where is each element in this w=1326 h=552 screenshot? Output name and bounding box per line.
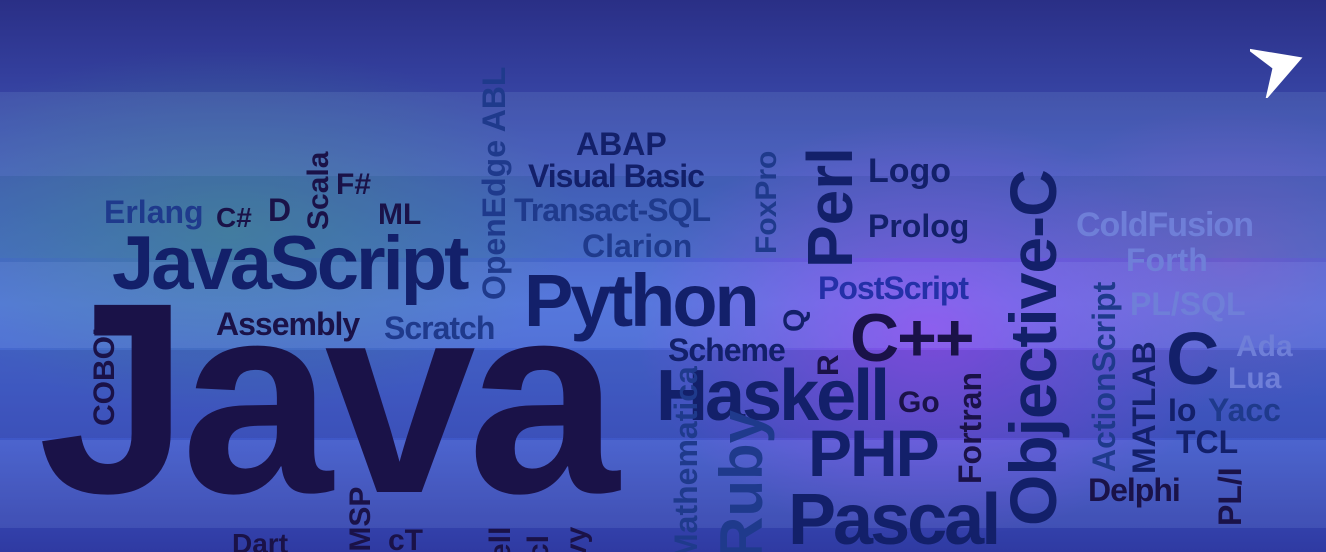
word-fortran: Fortran: [952, 372, 988, 484]
word-perl: Perl: [794, 147, 866, 268]
word-clarion: Clarion: [582, 228, 693, 264]
word-dart: Dart: [232, 528, 289, 552]
word-java: Java: [38, 246, 619, 550]
word-foxpro: FoxPro: [750, 150, 783, 254]
word-prolog: Prolog: [868, 208, 970, 244]
word-lua: Lua: [1228, 362, 1282, 395]
word-tcl: TCL: [1176, 424, 1239, 460]
word-forth: Forth: [1126, 242, 1208, 278]
play-arrow-icon[interactable]: [1245, 34, 1308, 101]
word-transact-sql: Transact-SQL: [514, 192, 711, 228]
word-coldfusion: ColdFusion: [1076, 206, 1254, 244]
word-ada: Ada: [1236, 330, 1293, 363]
word-openedge-abl: OpenEdge ABL: [476, 66, 512, 300]
word-postscript: PostScript: [818, 270, 969, 306]
word-cobol: COBOL: [88, 317, 121, 426]
word-go: Go: [898, 386, 940, 419]
word-objective-c: Objective-C: [996, 170, 1070, 526]
word-assembly: Assembly: [216, 306, 360, 342]
word-shell: ell: [484, 526, 517, 552]
word-io: Io: [1168, 392, 1197, 428]
word-python: Python: [524, 259, 760, 342]
word-erlang: Erlang: [104, 194, 204, 230]
word-tcl2: cl: [522, 534, 555, 552]
word-matlab: MATLAB: [1126, 341, 1162, 474]
word-pl-i: PL/I: [1212, 467, 1248, 526]
word-actionscript: ActionScript: [1086, 281, 1122, 472]
word-plsql: PL/SQL: [1130, 286, 1246, 322]
word-pascal: Pascal: [788, 480, 1001, 552]
word-msp: /MSP: [344, 486, 377, 552]
word-scratch: Scratch: [384, 310, 495, 346]
word-c: C: [1166, 317, 1220, 400]
word-fsharp: F#: [336, 168, 372, 201]
word-delphi: Delphi: [1088, 472, 1181, 508]
word-ruby: Ruby: [708, 410, 775, 552]
word-scala: Scala: [302, 151, 335, 230]
word-visual-basic: Visual Basic: [528, 158, 705, 194]
word-javascript: JavaScript: [112, 221, 469, 306]
word-abap: ABAP: [576, 126, 667, 162]
word-ml: ML: [378, 198, 422, 231]
word-ct: cT: [388, 524, 424, 552]
word-q: Q: [778, 308, 811, 332]
word-csharp: C#: [216, 202, 252, 233]
word-mathematica: Mathematica: [668, 366, 704, 552]
word-php: PHP: [808, 416, 940, 490]
word-vy: vy: [560, 526, 593, 552]
word-haskell: Haskell: [656, 356, 890, 436]
word-scheme: Scheme: [668, 332, 786, 368]
word-yacc: Yacc: [1208, 392, 1281, 428]
word-logo: Logo: [868, 152, 952, 190]
word-r: R: [812, 354, 845, 376]
word-d: D: [268, 192, 292, 228]
word-cpp: C++: [850, 300, 975, 376]
